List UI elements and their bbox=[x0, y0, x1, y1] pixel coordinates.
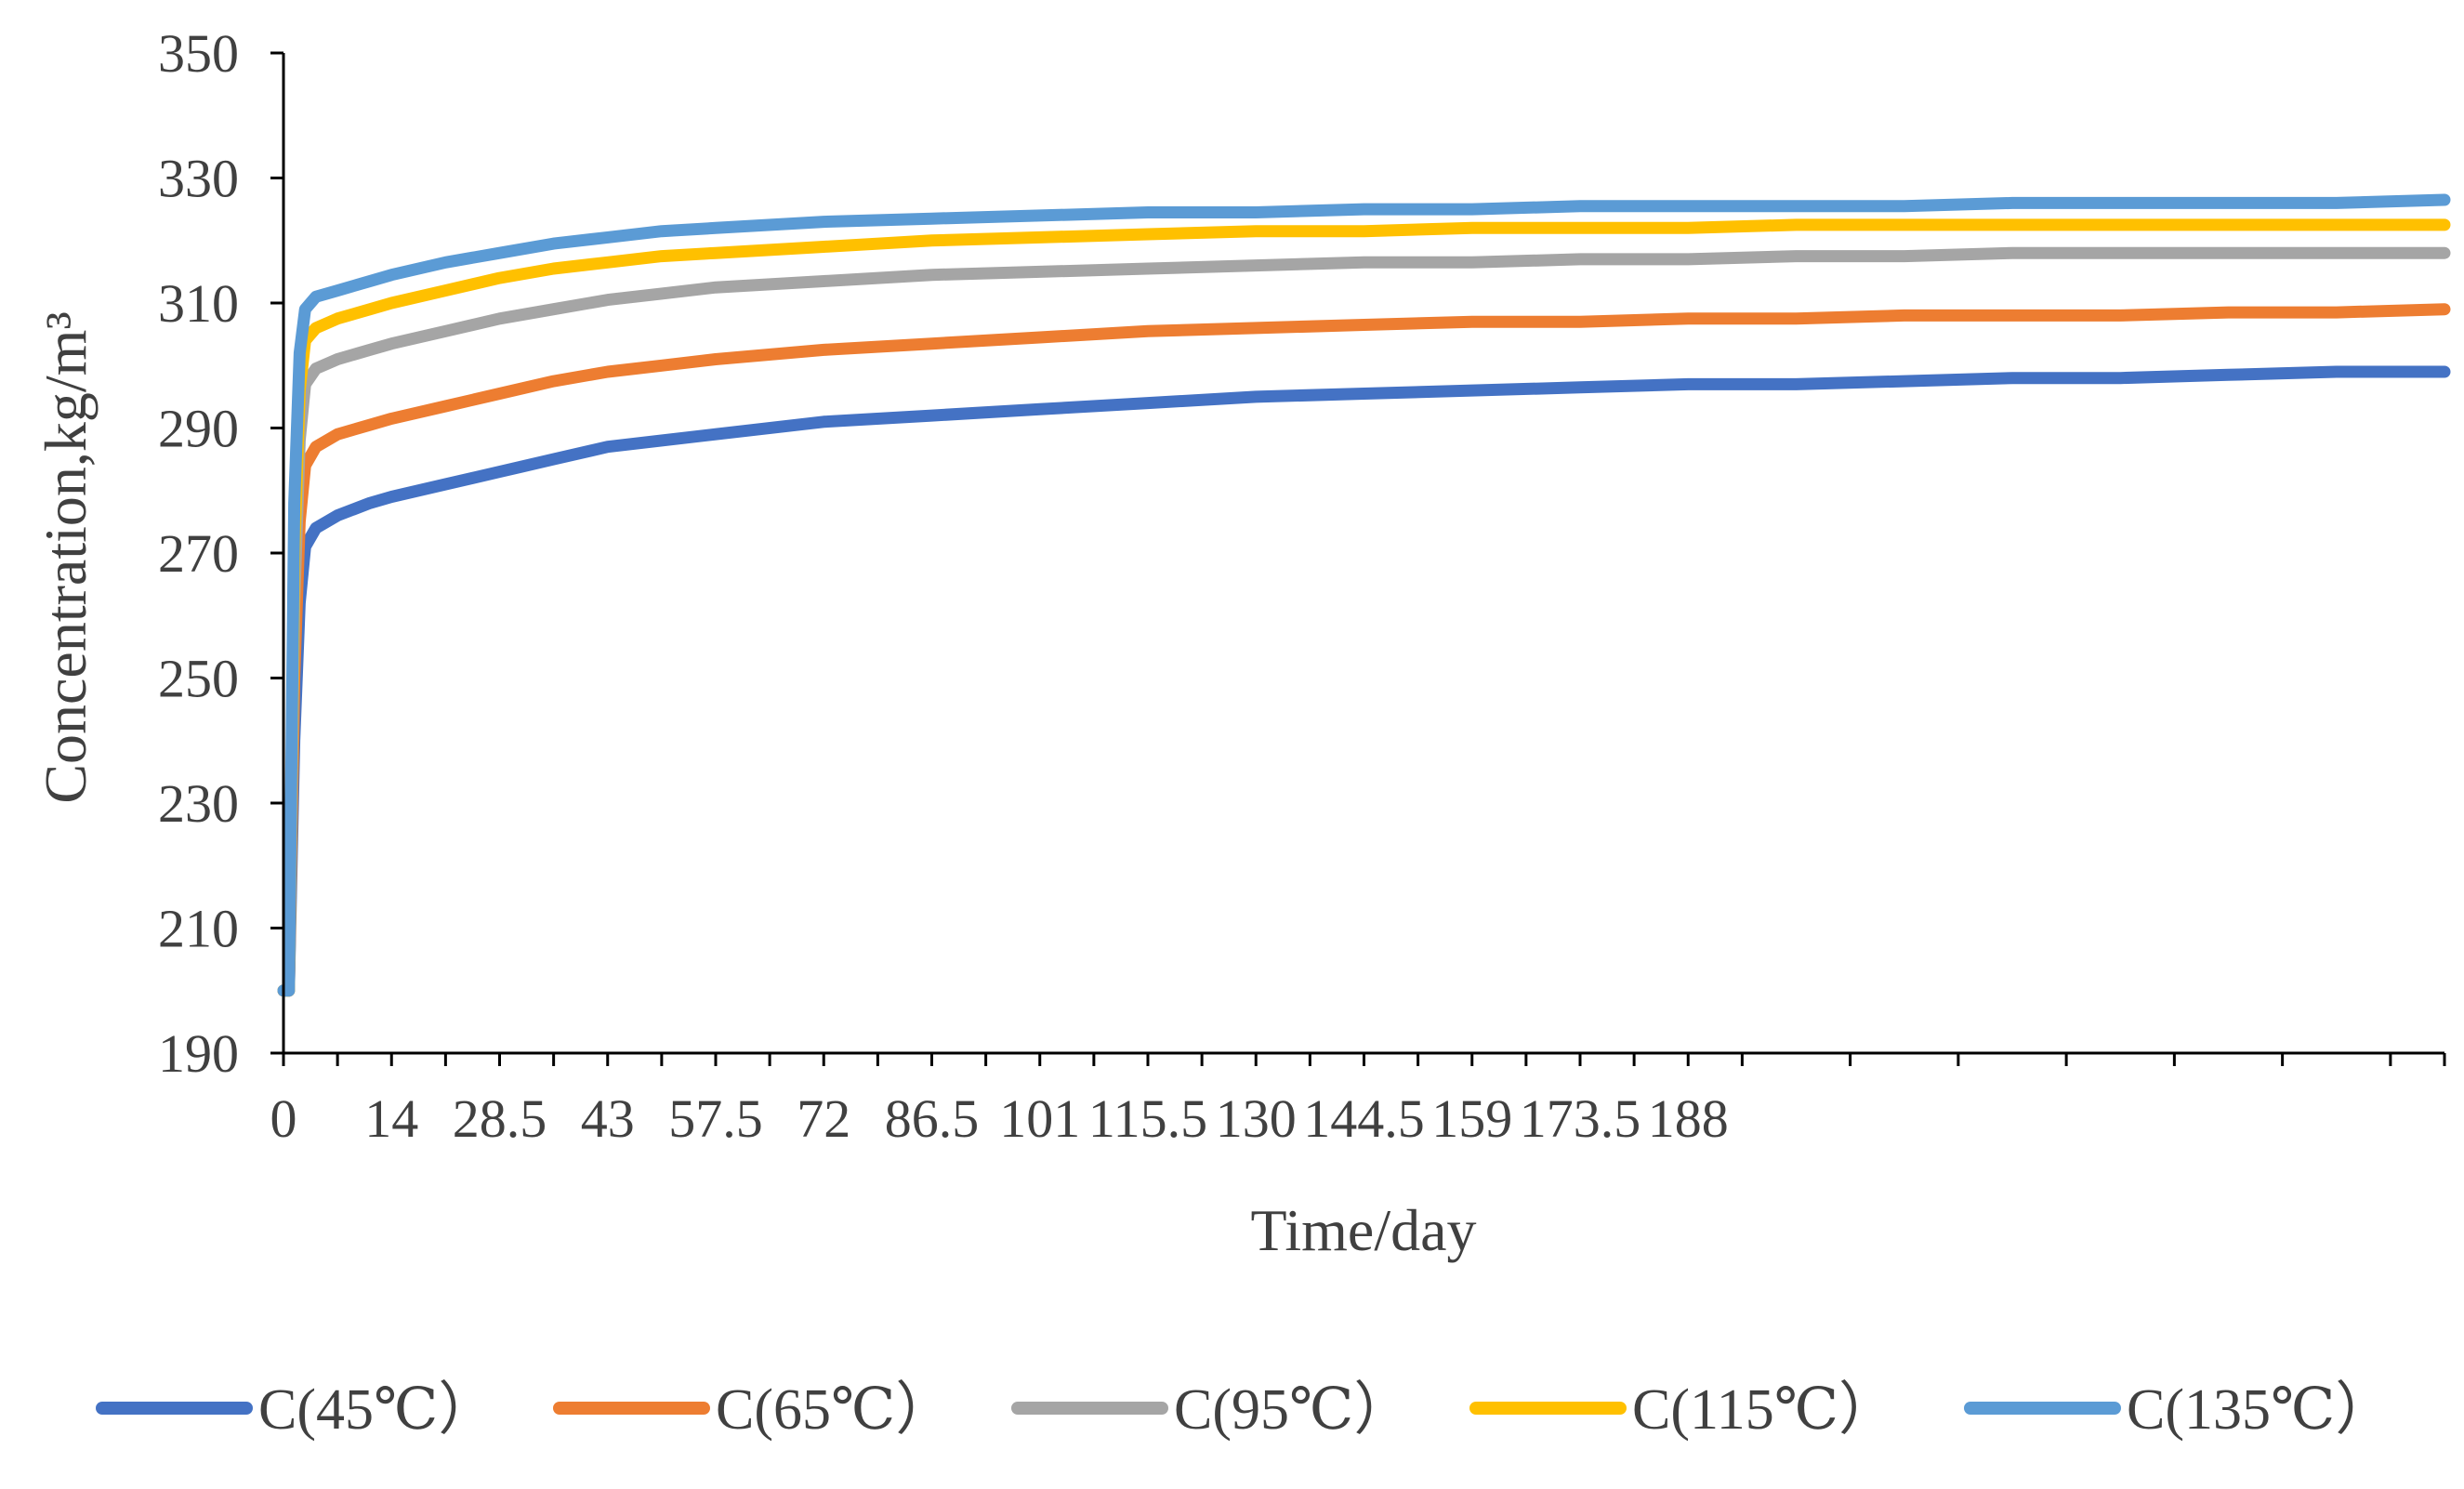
y-tick-label: 230 bbox=[158, 773, 239, 834]
series-line-2 bbox=[277, 303, 2451, 997]
x-tick-label: 144.5 bbox=[1303, 1088, 1425, 1149]
series-lines bbox=[277, 193, 2451, 997]
x-tick-label: 0 bbox=[270, 1088, 297, 1149]
legend: C(45℃） C(65℃） C(95℃） C(115℃） C(135℃） bbox=[96, 1378, 2392, 1442]
x-tick-label: 173.5 bbox=[1520, 1088, 1641, 1149]
y-tick-label: 290 bbox=[158, 399, 239, 459]
y-tick-label: 190 bbox=[158, 1023, 239, 1084]
x-tick-label: 43 bbox=[581, 1088, 635, 1149]
x-tick-label: 72 bbox=[797, 1088, 850, 1149]
y-tick-marks bbox=[270, 51, 283, 1055]
x-tick-label: 159 bbox=[1431, 1088, 1512, 1149]
x-tick-label: 188 bbox=[1648, 1088, 1729, 1149]
y-axis-title: Concentration,kg/m³ bbox=[33, 311, 99, 803]
x-tick-label: 130 bbox=[1216, 1088, 1297, 1149]
x-tick-label: 86.5 bbox=[885, 1088, 980, 1149]
series-line-1 bbox=[277, 365, 2451, 997]
x-tick-label: 28.5 bbox=[453, 1088, 547, 1149]
x-tick-labels: 0 14 28.5 43 57.5 72 86.5 101 115.5 130 144.5 159 17… bbox=[270, 1088, 1729, 1149]
x-tick-label: 14 bbox=[364, 1088, 418, 1149]
x-tick-marks bbox=[282, 1053, 2446, 1066]
legend-label: C(135℃） bbox=[2127, 1378, 2392, 1442]
series-line-5 bbox=[277, 193, 2451, 997]
x-tick-label: 101 bbox=[999, 1088, 1080, 1149]
legend-label: C(95℃） bbox=[1174, 1378, 1411, 1442]
legend-label: C(45℃） bbox=[258, 1378, 495, 1442]
y-tick-labels: 190 210 230 250 270 290 310 330 350 bbox=[158, 23, 239, 1084]
legend-label: C(65℃） bbox=[716, 1378, 953, 1442]
y-tick-label: 210 bbox=[158, 899, 239, 959]
y-tick-label: 270 bbox=[158, 523, 239, 584]
y-tick-label: 250 bbox=[158, 649, 239, 709]
y-tick-label: 350 bbox=[158, 23, 239, 84]
y-tick-label: 330 bbox=[158, 149, 239, 209]
y-tick-label: 310 bbox=[158, 273, 239, 334]
x-tick-label: 115.5 bbox=[1088, 1088, 1207, 1149]
series-line-3 bbox=[277, 246, 2451, 997]
series-line-4 bbox=[277, 218, 2451, 997]
x-tick-label: 57.5 bbox=[668, 1088, 763, 1149]
legend-label: C(115℃） bbox=[1632, 1378, 1896, 1442]
x-axis-title: Time/day bbox=[1251, 1197, 1477, 1263]
